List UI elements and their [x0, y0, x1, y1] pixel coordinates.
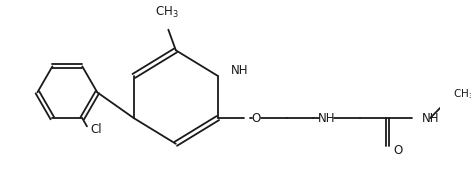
Text: NH: NH: [317, 112, 335, 125]
Text: O: O: [394, 144, 403, 157]
Text: O: O: [252, 112, 261, 125]
Text: NH: NH: [422, 112, 439, 125]
Text: CH$_3$: CH$_3$: [453, 87, 471, 101]
Text: CH$_3$: CH$_3$: [154, 5, 179, 20]
Text: Cl: Cl: [91, 123, 102, 136]
Text: NH: NH: [231, 64, 249, 77]
